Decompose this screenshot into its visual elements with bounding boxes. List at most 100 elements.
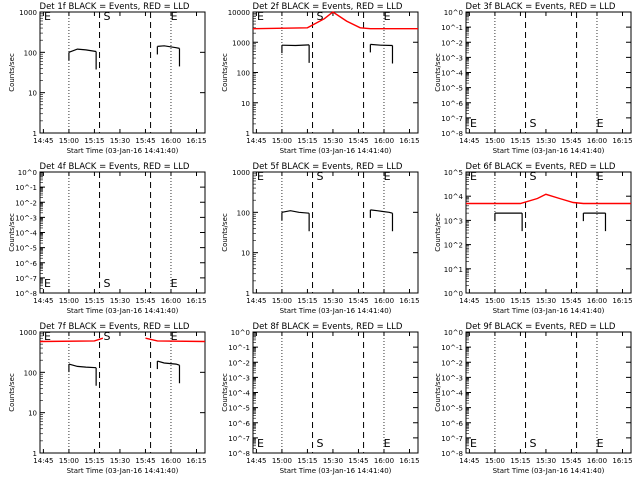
y-tick-label: 10^-7 — [441, 435, 463, 443]
y-axis-label: Counts/sec — [221, 53, 229, 92]
x-tick-label: 15:00 — [272, 297, 292, 305]
x-tick-label: 15:00 — [272, 457, 292, 465]
y-tick-label: 1000 — [19, 9, 37, 17]
y-tick-label: 10^3 — [444, 217, 463, 225]
x-tick-label: 15:45 — [348, 137, 368, 145]
saa-marker-e: E — [171, 277, 178, 290]
x-axis-label: Start Time (03-Jan-16 14:41:40) — [493, 307, 605, 315]
y-tick-label: 100 — [24, 49, 37, 57]
y-tick-label: 100 — [237, 70, 250, 78]
saa-marker-e: E — [470, 437, 477, 450]
plot-frame — [39, 331, 206, 454]
y-tick-label: 10^-6 — [441, 420, 463, 428]
y-tick-label: 10^1 — [444, 266, 463, 274]
y-tick-label: 10^-3 — [441, 54, 463, 62]
y-tick-label: 10^0 — [18, 169, 37, 177]
x-tick-label: 15:45 — [561, 457, 581, 465]
x-tick-label: 15:30 — [110, 137, 130, 145]
plot-frame — [252, 11, 419, 134]
x-axis-label: Start Time (03-Jan-16 14:41:40) — [493, 147, 605, 155]
series-line-lld — [145, 337, 206, 343]
y-tick-label: 10 — [28, 90, 37, 98]
series-line-events — [157, 360, 180, 366]
chart-svg: Det 6f BLACK = Events, RED = LLD 10^0 10^1… — [434, 162, 633, 315]
x-axis-label: Start Time (03-Jan-16 14:41:40) — [67, 467, 179, 475]
y-axis-label: Counts/sec — [8, 213, 16, 252]
x-tick-label: 16:00 — [161, 297, 181, 305]
y-tick-label: 10 — [28, 410, 37, 418]
chart-svg: Det 5f BLACK = Events, RED = LLD 1 10 100 10… — [221, 162, 420, 315]
y-tick-label: 10^-4 — [441, 70, 463, 78]
y-tick-label: 10^-2 — [441, 39, 463, 47]
y-tick-label: 10^-8 — [228, 450, 250, 458]
series-line-events — [281, 44, 310, 47]
y-tick-label: 10^-2 — [228, 359, 250, 367]
x-axis-label: Start Time (03-Jan-16 14:41:40) — [280, 467, 392, 475]
series-line-lld — [252, 11, 418, 30]
series-line-events — [68, 363, 97, 369]
y-tick-label: 10^-1 — [228, 344, 250, 352]
chart-svg: Det 1f BLACK = Events, RED = LLD 1 10 100 10… — [8, 2, 207, 155]
y-tick-label: 10^-1 — [441, 344, 463, 352]
y-tick-label: 10^-8 — [441, 450, 463, 458]
x-tick-label: 15:00 — [59, 137, 79, 145]
saa-marker-e: E — [597, 117, 604, 130]
y-tick-label: 10^-4 — [15, 230, 37, 238]
x-tick-label: 15:00 — [272, 137, 292, 145]
y-tick-label: 10^2 — [444, 242, 463, 250]
saa-marker-e: E — [171, 330, 178, 343]
y-axis-label: Counts/sec — [8, 373, 16, 412]
x-tick-label: 15:00 — [485, 297, 505, 305]
series-line-events — [370, 209, 393, 214]
y-tick-label: 10^0 — [444, 290, 463, 298]
x-tick-label: 15:45 — [135, 457, 155, 465]
y-tick-label: 10^-7 — [441, 115, 463, 123]
chart-panel-det-6f: Det 6f BLACK = Events, RED = LLD 10^0 10^1… — [426, 160, 639, 320]
saa-marker-s: S — [317, 437, 324, 450]
y-tick-label: 10^-6 — [441, 100, 463, 108]
y-tick-label: 1 — [33, 450, 37, 458]
y-axis-label: Counts/sec — [221, 213, 229, 252]
x-tick-label: 15:45 — [135, 137, 155, 145]
saa-marker-s: S — [104, 277, 111, 290]
saa-marker-e: E — [257, 170, 264, 183]
y-axis-label: Counts/sec — [434, 53, 442, 92]
x-tick-label: 16:15 — [399, 457, 419, 465]
y-tick-label: 10^-5 — [15, 245, 37, 253]
x-tick-label: 15:15 — [297, 297, 317, 305]
chart-svg: Det 2f BLACK = Events, RED = LLD 1 10 100 10… — [221, 2, 420, 155]
y-tick-label: 10^-4 — [441, 390, 463, 398]
y-tick-label: 1000 — [232, 39, 250, 47]
x-tick-label: 16:15 — [612, 137, 632, 145]
x-tick-label: 15:00 — [485, 457, 505, 465]
chart-title: Det 2f BLACK = Events, RED = LLD — [253, 2, 403, 12]
saa-marker-e: E — [470, 170, 477, 183]
chart-title: Det 4f BLACK = Events, RED = LLD — [40, 162, 190, 172]
y-tick-label: 10^-5 — [228, 405, 250, 413]
x-tick-label: 14:45 — [33, 297, 53, 305]
x-axis-label: Start Time (03-Jan-16 14:41:40) — [280, 307, 392, 315]
x-tick-label: 16:15 — [186, 137, 206, 145]
saa-marker-s: S — [317, 170, 324, 183]
chart-svg: Det 8f BLACK = Events, RED = LLD 10^-8 10^… — [221, 322, 420, 475]
series-line-events — [157, 45, 180, 49]
series-line-lld — [466, 193, 631, 205]
y-tick-label: 10^5 — [444, 169, 463, 177]
x-tick-label: 15:00 — [59, 457, 79, 465]
saa-marker-e: E — [257, 10, 264, 23]
x-tick-label: 16:15 — [612, 297, 632, 305]
y-tick-label: 1 — [246, 290, 250, 298]
saa-marker-s: S — [530, 170, 537, 183]
x-tick-label: 14:45 — [459, 297, 479, 305]
x-tick-label: 15:30 — [110, 297, 130, 305]
x-tick-label: 15:45 — [135, 297, 155, 305]
saa-marker-e: E — [171, 10, 178, 23]
x-tick-label: 16:15 — [186, 457, 206, 465]
x-tick-label: 14:45 — [246, 297, 266, 305]
x-tick-label: 15:30 — [323, 137, 343, 145]
y-tick-label: 10^-7 — [228, 435, 250, 443]
plot-frame — [465, 11, 632, 134]
x-tick-label: 16:15 — [186, 297, 206, 305]
chart-panel-det-2f: Det 2f BLACK = Events, RED = LLD 1 10 100 10… — [213, 0, 426, 160]
